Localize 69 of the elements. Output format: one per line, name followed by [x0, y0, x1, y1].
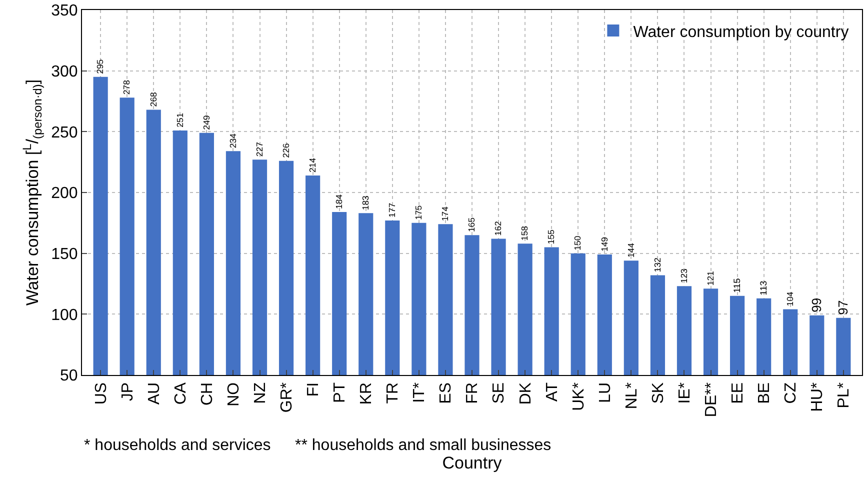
data-label: 113	[758, 280, 769, 296]
x-tick-label: BE	[756, 382, 774, 404]
data-label: 268	[148, 92, 158, 107]
data-label: 249	[201, 115, 212, 130]
y-tick-label: 250	[51, 124, 78, 142]
x-axis-title: Country	[442, 453, 502, 472]
x-tick-label: SK	[650, 382, 667, 404]
data-label: 144	[626, 242, 636, 258]
x-tick-label: ES	[438, 382, 455, 404]
x-tick-label: PT	[332, 382, 349, 403]
x-tick-label: HU*	[809, 382, 826, 412]
y-tick-label: 50	[60, 368, 78, 385]
x-tick-label: DK	[517, 382, 534, 405]
data-label: 165	[466, 217, 477, 232]
data-label: 132	[652, 258, 662, 272]
text: ** households and small businesses	[295, 437, 552, 454]
x-tick-label: JP	[119, 382, 136, 402]
data-label: 123	[678, 268, 689, 284]
data-label: 278	[122, 80, 132, 95]
text: * households and services	[84, 437, 271, 454]
x-tick-label: IT*	[411, 382, 428, 403]
data-label: 177	[387, 202, 398, 218]
x-tick-label: AU	[146, 382, 163, 405]
x-tick-label: AT	[544, 382, 561, 402]
data-label: 104	[784, 292, 795, 306]
x-tick-label: CZ	[782, 382, 800, 404]
data-label: 183	[360, 195, 370, 210]
x-tick-label: UK*	[570, 382, 588, 411]
x-tick-label: DE**	[702, 382, 720, 418]
y-tick-label: 350	[51, 2, 78, 20]
x-tick-label: SE	[490, 382, 508, 404]
data-label: 99	[808, 298, 824, 312]
x-tick-label: EE	[730, 382, 747, 404]
x-tick-label: NL*	[623, 382, 640, 410]
x-tick-label: IE*	[676, 382, 694, 404]
data-label: 115	[732, 278, 742, 293]
x-tick-label: NZ	[252, 382, 269, 404]
x-tick-label: LU	[596, 382, 614, 403]
y-tick-label: 150	[51, 246, 78, 263]
x-tick-label: PL*	[836, 382, 853, 408]
x-tick-label: FR	[464, 382, 482, 404]
data-label: 155	[546, 230, 556, 244]
data-label: 149	[599, 236, 610, 252]
data-label: 162	[493, 221, 504, 236]
data-label: 226	[280, 143, 291, 158]
x-tick-label: US	[92, 382, 110, 405]
x-tick-label: NO	[225, 382, 242, 406]
data-label: 234	[228, 133, 238, 148]
data-label: 97	[835, 300, 850, 315]
data-label: 174	[440, 206, 450, 222]
data-label: 121	[705, 270, 716, 286]
x-tick-label: CH	[198, 382, 216, 406]
x-tick-label: TR	[384, 382, 402, 404]
data-label: 175	[414, 205, 424, 220]
data-label: 227	[254, 142, 264, 157]
x-tick-label: GR*	[278, 382, 296, 413]
x-tick-label: CA	[172, 382, 190, 405]
data-label: 158	[520, 226, 530, 241]
x-tick-label: KR	[358, 382, 376, 405]
data-label: 214	[307, 158, 318, 172]
data-label: 295	[95, 59, 106, 74]
y-tick-label: 300	[51, 63, 78, 80]
legend-label: Water consumption by country	[633, 24, 849, 41]
x-tick-label: FI	[305, 382, 322, 397]
data-label: 184	[334, 194, 344, 209]
y-tick-label: 200	[51, 185, 78, 202]
data-label: 150	[572, 236, 583, 250]
data-label: 251	[174, 112, 185, 128]
y-tick-label: 100	[51, 306, 78, 324]
